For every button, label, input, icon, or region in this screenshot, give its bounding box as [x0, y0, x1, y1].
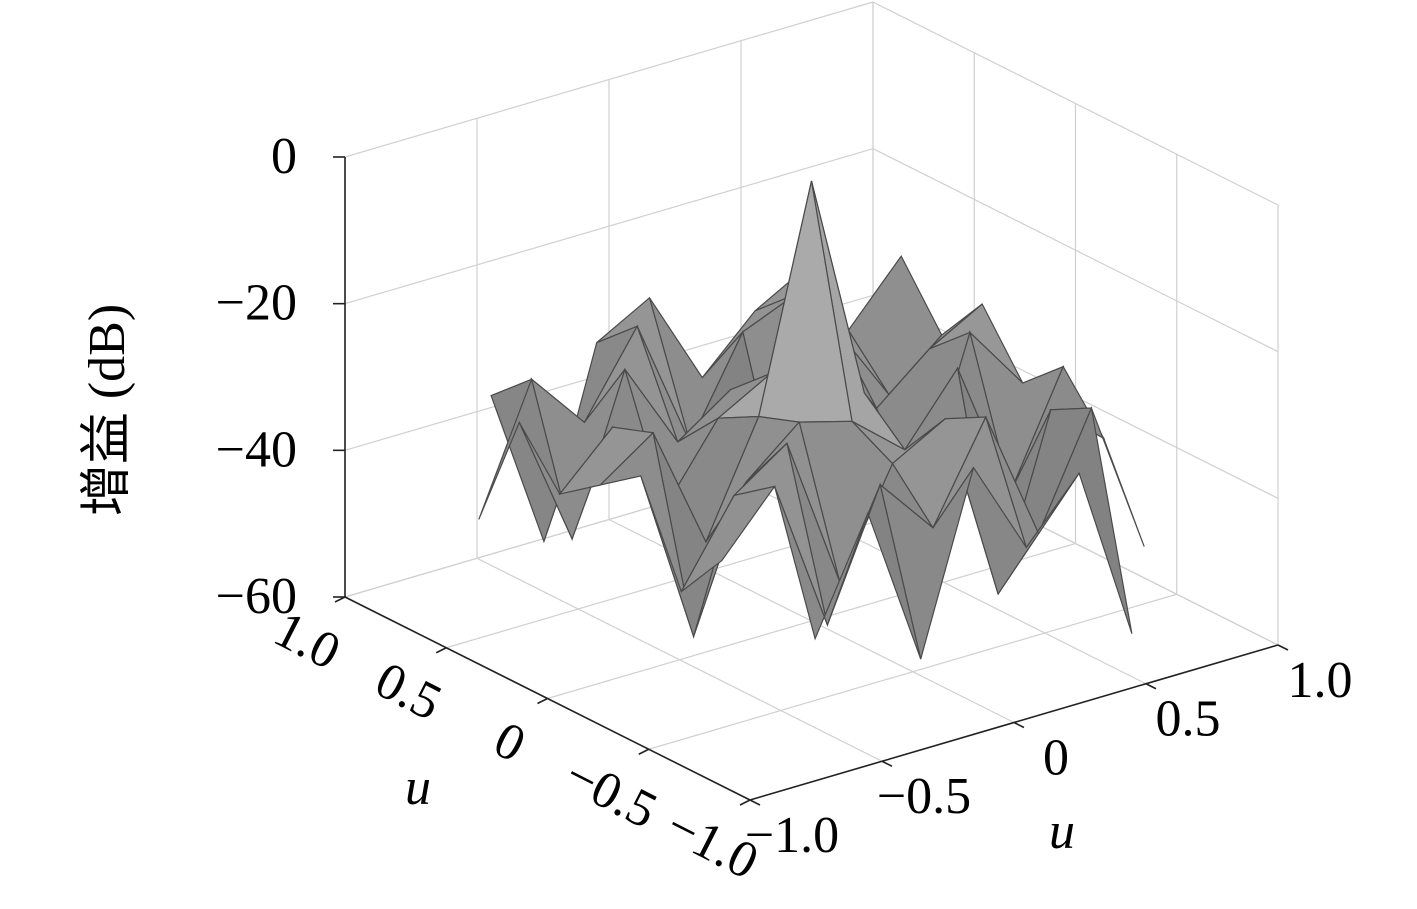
x-tick	[537, 697, 548, 705]
x-tick-label: 0	[485, 711, 534, 774]
x-tick	[739, 799, 751, 806]
y-axis-title: u	[1049, 803, 1075, 860]
y-tick-label: −1.0	[745, 807, 839, 864]
z-tick-label: −20	[216, 275, 297, 332]
y-tick-label: 0	[1043, 729, 1069, 786]
z-tick-label: −60	[216, 568, 297, 625]
z-axis-title: 增益 (dB)	[79, 304, 136, 516]
y-tick-label: 1.0	[1288, 652, 1353, 709]
y-tick	[1013, 721, 1025, 729]
x-tick-label: 0.5	[366, 652, 450, 732]
y-tick	[881, 760, 893, 767]
x-axis-title: u	[405, 759, 431, 816]
y-tick-label: 0.5	[1156, 691, 1221, 748]
x-tick	[638, 748, 650, 755]
surface-patch	[774, 486, 869, 641]
z-tick-label: 0	[271, 128, 297, 185]
surface-patch	[680, 485, 776, 593]
y-tick-label: −0.5	[877, 768, 971, 825]
y-tick	[1277, 644, 1289, 651]
z-tick-label: −40	[216, 421, 297, 478]
x-tick	[334, 596, 346, 603]
x-tick-label: −0.5	[556, 746, 666, 840]
y-tick	[749, 799, 761, 806]
x-tick	[435, 647, 447, 654]
grid-line	[648, 593, 1177, 750]
y-tick	[1145, 683, 1157, 690]
